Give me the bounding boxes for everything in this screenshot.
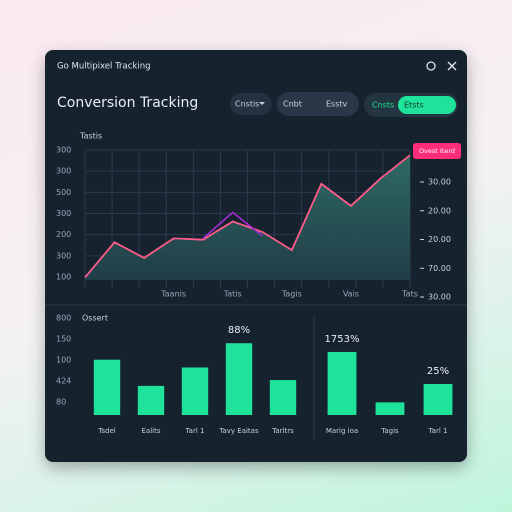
x-tick-label: Marig ioa [326,427,358,435]
x-tick-label: Tagis [380,427,399,435]
bar [181,367,209,415]
dropdown-label: Cnstis [235,100,259,109]
chart-title: Tastis [79,132,102,141]
y2-tick-label: 30.00 [428,293,451,302]
y-tick-label: 300 [56,251,71,260]
toggle-label: Cnsts [372,101,394,110]
annotation: 25% [427,366,449,377]
y2-tick-label: 20.00 [428,235,451,244]
y-tick-label: 200 [56,230,71,239]
bar [375,402,405,415]
y-tick-label: 300 [56,146,71,155]
legend-label: Ovest Iterd [419,147,455,155]
y-tick-label: 100 [56,356,71,365]
segment-option[interactable]: Esstv [326,100,348,109]
y-tick-label: 500 [56,188,71,197]
x-tick-label: Vais [343,290,359,299]
dropdown[interactable] [230,93,272,115]
refresh-icon[interactable] [426,61,436,71]
dropdown-caret [259,102,265,105]
segment-control[interactable] [277,92,359,116]
legend-badge [413,143,461,159]
x-tick-label: Tavy Eaitas [218,427,259,435]
annotation: 88% [228,325,250,336]
window-title: Go Multipixel Tracking [57,62,150,72]
bar [423,383,453,415]
y-tick-label: 150 [56,335,71,344]
x-tick-label: Tarl 1 [185,427,205,435]
y-tick-label: 800 [56,314,71,323]
y-tick-label: 300 [56,167,71,176]
bar [225,343,253,415]
bar [327,351,357,415]
x-tick-label: Tarl 1 [428,427,448,435]
area [85,155,410,280]
toggle-on[interactable] [398,96,456,114]
annotation: 1753% [325,334,360,345]
y-tick-label: 100 [56,273,71,282]
line [84,154,411,278]
bar [269,380,297,415]
segment-option[interactable]: Cnbt [283,100,302,109]
x-tick-label: Taanis [160,290,186,299]
bar [93,359,121,415]
x-tick-label: Ealits [142,427,161,435]
y-tick-label: 80 [56,398,66,407]
line [202,211,263,240]
page-title: Conversion Tracking [57,95,198,111]
x-tick-label: Tarltrs [271,427,294,435]
x-tick-label: Tagis [281,290,302,299]
bar [137,385,165,415]
y2-tick-label: 30.00 [428,178,451,187]
chart-title: Ossert [82,314,108,323]
toggle-label: Etsts [404,101,424,110]
x-tick-label: Tats [401,290,418,299]
x-tick-label: Tsdel [97,427,116,435]
y2-tick-label: 70.00 [428,264,451,273]
y-tick-label: 424 [56,377,71,386]
y2-tick-label: 20.00 [428,206,451,215]
y-tick-label: 300 [56,209,71,218]
close-icon[interactable] [447,61,457,71]
x-tick-label: Tatis [223,290,242,299]
